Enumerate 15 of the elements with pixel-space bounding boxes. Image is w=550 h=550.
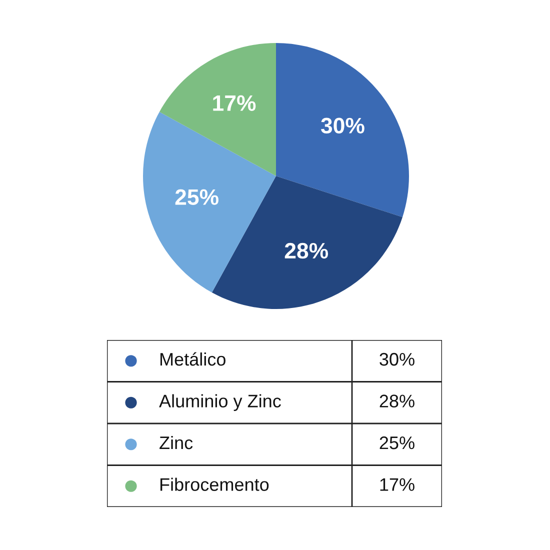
text: 30% [380, 352, 414, 366]
data-label: 17% [213, 95, 256, 111]
legend-label: Metálico [160, 352, 226, 366]
legend-label: Zinc [160, 436, 193, 450]
data-label: 25% [175, 189, 218, 205]
legend-label: Aluminio y Zinc [159, 394, 281, 412]
legend-label: Fibrocemento [160, 478, 269, 491]
data-label: 30% [320, 118, 364, 134]
pie-slice [159, 43, 276, 176]
text: 28% [380, 394, 414, 408]
text: 17% [380, 478, 414, 491]
text: 25% [380, 436, 414, 450]
pie-slice [276, 43, 409, 218]
data-label: 28% [284, 242, 328, 259]
pie-slice [143, 112, 276, 293]
